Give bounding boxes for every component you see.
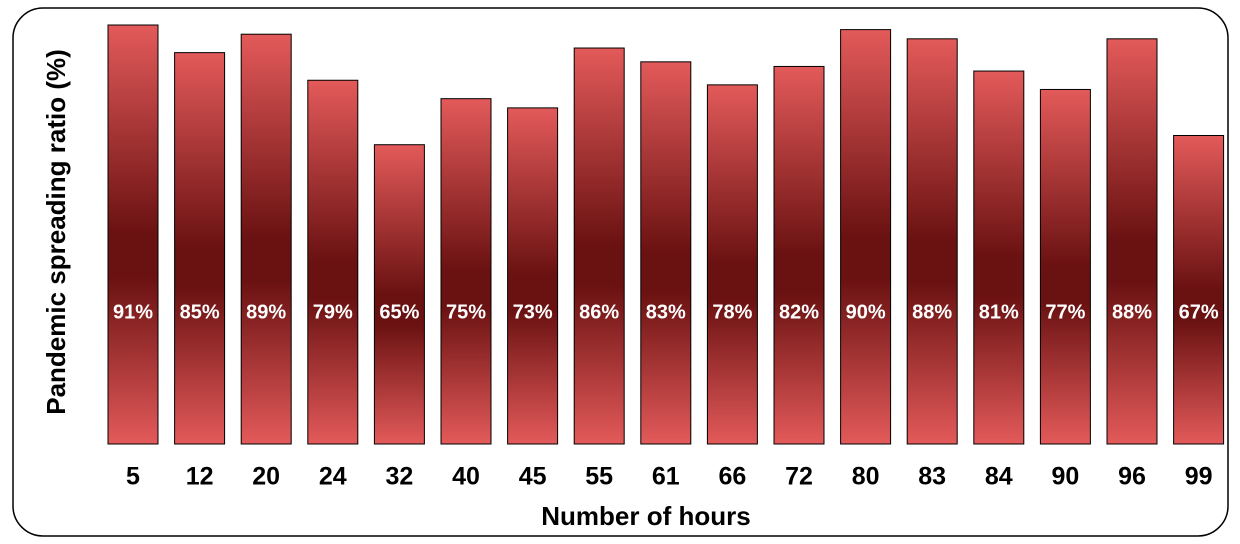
x-axis-label: Number of hours: [541, 501, 750, 531]
bar: [1039, 88, 1091, 445]
value-label: 88%: [912, 301, 952, 323]
bar: [440, 98, 492, 445]
x-tick-label: 40: [452, 463, 480, 491]
bar: [507, 107, 559, 445]
value-label: 85%: [180, 301, 220, 323]
value-label: 77%: [1045, 301, 1085, 323]
x-tick-label: 12: [186, 463, 214, 491]
value-label: 88%: [1112, 301, 1152, 323]
x-tick-label: 45: [519, 463, 547, 491]
bar: [307, 79, 359, 445]
bar: [1173, 135, 1225, 445]
value-label: 90%: [846, 301, 886, 323]
value-label: 73%: [513, 301, 553, 323]
x-tick-label: 66: [718, 463, 746, 491]
bar: [240, 33, 292, 445]
value-label: 81%: [979, 301, 1019, 323]
value-label: 65%: [379, 301, 419, 323]
x-tick-label: 5: [126, 463, 140, 491]
x-tick-label: 24: [319, 463, 347, 491]
value-label: 86%: [579, 301, 619, 323]
x-tick-label: 32: [385, 463, 413, 491]
x-tick-label: 99: [1185, 463, 1213, 491]
x-tick-label: 20: [252, 463, 280, 491]
bar: [107, 24, 159, 445]
bar: [640, 61, 692, 445]
bar: [573, 47, 625, 445]
bar: [906, 38, 958, 445]
x-tick-label: 84: [985, 463, 1013, 491]
value-label: 83%: [646, 301, 686, 323]
x-tick-label: 61: [652, 463, 680, 491]
bar: [840, 29, 892, 445]
value-label: 78%: [712, 301, 752, 323]
bar: [1106, 38, 1158, 445]
bar: [773, 65, 825, 445]
value-label: 67%: [1179, 301, 1219, 323]
x-tick-label: 83: [918, 463, 946, 491]
bar: [706, 84, 758, 445]
value-label: 79%: [313, 301, 353, 323]
x-tick-label: 80: [852, 463, 880, 491]
x-tick-label: 90: [1051, 463, 1079, 491]
value-label: 82%: [779, 301, 819, 323]
x-tick-label: 72: [785, 463, 813, 491]
value-label: 75%: [446, 301, 486, 323]
x-tick-label: 55: [585, 463, 613, 491]
bar: [973, 70, 1025, 445]
value-label: 91%: [113, 301, 153, 323]
y-axis-label: Pandemic spreading ratio (%): [41, 49, 71, 415]
x-tick-label: 96: [1118, 463, 1146, 491]
bar: [373, 144, 425, 445]
bar: [174, 52, 226, 445]
value-label: 89%: [246, 301, 286, 323]
